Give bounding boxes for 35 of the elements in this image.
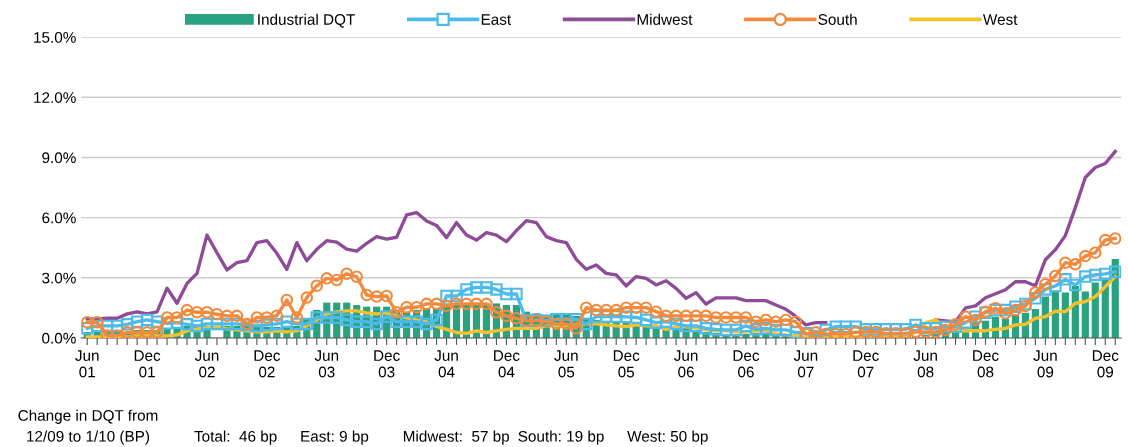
x-tick-label: Dec 03: [374, 350, 400, 378]
y-tick-label: 3.0%: [42, 272, 76, 284]
legend-label: Industrial DQT: [258, 13, 355, 28]
text: South: 19 bp: [518, 430, 604, 445]
text: Midwest: 57 bp: [403, 430, 510, 445]
y-tick-label: 15.0%: [34, 31, 76, 43]
legend-label: West: [982, 14, 1018, 25]
x-tick-label: Jun 07: [793, 350, 818, 378]
legend-label: Midwest: [637, 13, 693, 25]
x-tick-label: Dec 01: [134, 350, 161, 378]
x-tick-label: Jun 05: [554, 350, 578, 378]
x-tick-label: Dec 08: [973, 350, 999, 378]
x-tick-label: Dec 07: [853, 350, 879, 378]
x-tick-label: Jun 08: [913, 350, 937, 378]
x-tick-label: Jun 06: [673, 350, 698, 378]
x-tick-label: Dec 05: [613, 350, 640, 378]
x-tick-label: Dec 02: [254, 350, 281, 378]
x-tick-label: Jun 01: [75, 350, 99, 378]
y-tick-label: 9.0%: [42, 152, 76, 164]
legend-label: South: [818, 13, 857, 25]
text: East: 9 bp: [301, 430, 369, 445]
x-tick-label: Dec 04: [494, 350, 520, 378]
x-tick-label: Jun 03: [314, 350, 339, 378]
y-tick-label: 12.0%: [34, 92, 76, 103]
text: Total: 46 bp: [194, 430, 277, 445]
y-tick-label: 0.0%: [42, 332, 76, 344]
legend-label: East: [481, 14, 512, 25]
x-tick-label: Dec 09: [1092, 350, 1119, 378]
x-tick-label: Jun 04: [434, 350, 458, 378]
text: Change in DQT from 12/09 to 1/10 (BP): [18, 409, 158, 445]
x-tick-label: Jun 09: [1033, 350, 1057, 378]
x-tick-label: Jun 02: [194, 350, 219, 378]
x-tick-label: Dec 06: [733, 350, 760, 378]
text: West: 50 bp: [627, 430, 708, 445]
y-tick-label: 6.0%: [42, 212, 76, 224]
